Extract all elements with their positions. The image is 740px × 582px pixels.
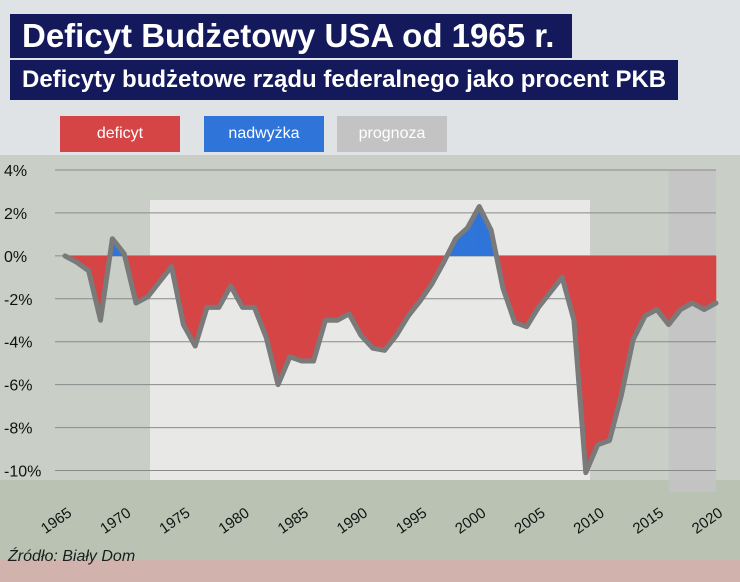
legend-surplus: nadwyżka (204, 116, 324, 152)
background-facade (150, 200, 590, 500)
y-tick-label-3: -2% (4, 292, 32, 309)
x-tick-label-1: 1970 (97, 504, 134, 537)
x-tick-label-11: 2020 (689, 504, 726, 537)
page-subtitle: Deficyty budżetowe rządu federalnego jak… (10, 60, 679, 100)
deficit-segment-44-0 (585, 255, 598, 473)
y-tick-label-6: -8% (4, 421, 32, 438)
forecast-band (668, 170, 716, 492)
forecast-region (668, 170, 716, 492)
y-tick-label-4: -4% (4, 335, 32, 352)
y-axis: 4% 2% 0% -2% -4% -6% -8% -10% (4, 163, 41, 481)
deficit-segment-12-0 (206, 255, 220, 308)
deficit-segment-20-0 (301, 255, 314, 362)
y-tick-label-2: 0% (4, 249, 27, 266)
y-tick-label-0: 4% (4, 163, 27, 180)
deficit-segment-49-0 (644, 255, 658, 317)
deficit-segment-38-0 (514, 255, 527, 328)
x-tick-label-2: 1975 (156, 504, 193, 537)
background-flowers (0, 560, 740, 582)
source-note: Źródło: Biały Dom (8, 548, 136, 565)
x-tick-label-7: 2000 (452, 504, 489, 537)
x-tick-label-6: 1995 (393, 504, 430, 537)
y-tick-label-5: -6% (4, 378, 32, 395)
deficit-segment-15-0 (242, 255, 255, 308)
x-tick-label-4: 1985 (275, 504, 312, 537)
deficit-segment-45-0 (597, 255, 610, 446)
x-tick-label-8: 2005 (511, 504, 548, 537)
x-tick-label-10: 2015 (630, 504, 667, 537)
x-tick-label-3: 1980 (215, 504, 252, 537)
page-title: Deficyt Budżetowy USA od 1965 r. (10, 14, 573, 58)
x-axis: 1965 1970 1975 1980 1985 1990 1995 2000 2005 2010… (38, 504, 726, 537)
deficit-segment-23-0 (336, 255, 350, 321)
y-tick-label-7: -10% (4, 464, 41, 481)
legend-forecast: prognoza (337, 116, 447, 152)
legend-deficit: deficyt (60, 116, 180, 152)
x-tick-label-9: 2010 (571, 504, 608, 537)
deficit-segment-22-0 (325, 255, 338, 321)
x-tick-label-0: 1965 (38, 504, 75, 537)
deficit-segment-19-0 (289, 255, 303, 362)
deficit-segment-26-0 (372, 255, 385, 351)
series-line-group (62, 203, 719, 476)
x-tick-label-5: 1990 (334, 504, 371, 537)
series-line (62, 203, 719, 476)
y-tick-label-1: 2% (4, 206, 27, 223)
